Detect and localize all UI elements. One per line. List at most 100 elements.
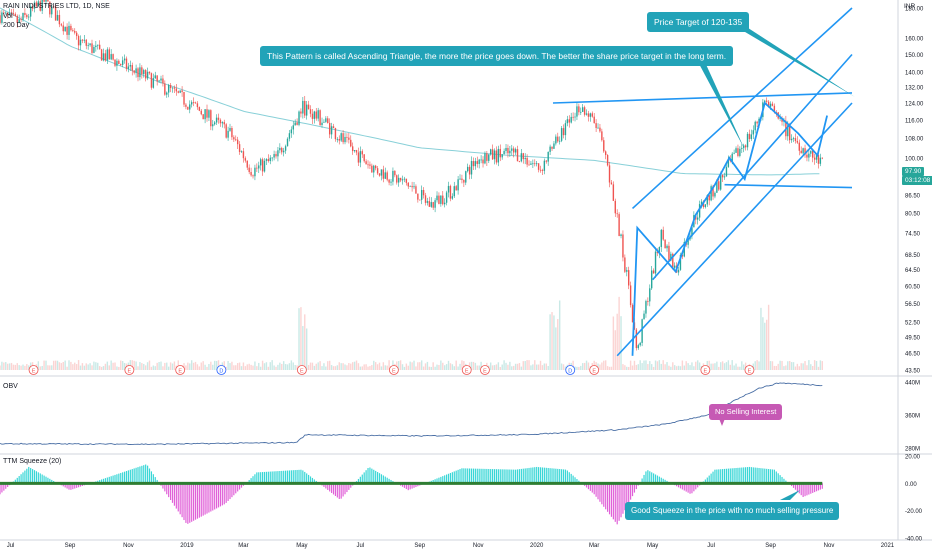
candle-body (478, 159, 480, 164)
candle-body (574, 116, 576, 118)
squeeze-bar (363, 472, 365, 484)
volume-bar (89, 363, 91, 370)
squeeze-bar (664, 479, 666, 484)
target-callout: Price Target of 120-135 (647, 12, 750, 32)
candle-body (461, 178, 463, 180)
squeeze-bar (808, 483, 810, 495)
candle-body (698, 204, 701, 218)
volume-bar (206, 366, 208, 370)
squeeze-bar (108, 476, 110, 484)
volume-bar (526, 360, 528, 370)
candle-body (733, 152, 735, 154)
candle-body (670, 253, 672, 261)
candle-body (20, 19, 22, 20)
candle-body (102, 53, 105, 61)
candle-body (503, 150, 505, 155)
volume-bar (493, 365, 496, 370)
volume-bar (288, 363, 291, 370)
candle-body (288, 133, 291, 139)
volume-bar (432, 362, 434, 370)
squeeze-bar (183, 483, 185, 521)
volume-bar (537, 364, 540, 370)
squeeze-bar (307, 474, 310, 484)
squeeze-bar (346, 483, 348, 493)
volume-bar (91, 365, 93, 370)
squeeze-bar (313, 479, 315, 484)
candle-body (652, 270, 655, 274)
squeeze-bar (750, 467, 752, 484)
price-tick-label: 124.00 (905, 101, 924, 107)
squeeze-bar (819, 483, 821, 490)
candle-body (219, 119, 222, 124)
volume-bar (541, 365, 544, 370)
candle-body (752, 130, 754, 135)
squeeze-tick-label: -40.00 (905, 537, 923, 543)
volume-bar (476, 365, 478, 370)
squeeze-bar (595, 483, 597, 497)
candle-body (654, 251, 657, 274)
volume-bar (647, 364, 649, 370)
candle-body (382, 169, 385, 179)
candle-body (233, 137, 235, 140)
volume-bar (821, 361, 823, 370)
squeeze-bar (248, 480, 250, 484)
squeeze-bar (286, 470, 289, 484)
price-tick-label: 132.00 (905, 86, 924, 92)
candle-body (70, 25, 72, 31)
volume-bar (534, 360, 536, 370)
squeeze-bar (754, 467, 756, 484)
volume-bar (725, 362, 728, 370)
candle-body (81, 39, 84, 41)
candle-body (259, 159, 262, 166)
candle-body (342, 133, 344, 143)
squeeze-bar (102, 478, 105, 484)
candle-body (419, 199, 421, 201)
volume-bar (535, 364, 538, 370)
x-tick-label: Jul (707, 543, 715, 549)
candle-body (781, 118, 783, 122)
squeeze-bar (766, 468, 768, 484)
squeeze-bar (551, 468, 553, 484)
squeeze-bar (252, 476, 254, 484)
candle-body (185, 104, 187, 107)
squeeze-bar (350, 483, 352, 488)
candle-body (779, 118, 781, 119)
candle-body (792, 138, 795, 139)
volume-bar (576, 366, 578, 370)
squeeze-bar (557, 468, 559, 484)
candle-body (106, 49, 109, 61)
squeeze-bar (304, 471, 306, 484)
volume-bar (311, 362, 314, 370)
event-letter: E (465, 368, 469, 374)
candle-body (150, 73, 153, 88)
volume-bar (685, 361, 687, 370)
candle-body (336, 138, 339, 140)
volume-bar (328, 360, 331, 370)
squeeze-bar (120, 472, 122, 484)
volume-bar (164, 362, 166, 370)
candle-body (221, 122, 224, 124)
squeeze-bar (1, 483, 3, 493)
candle-body (449, 185, 452, 199)
candle-body (470, 161, 473, 175)
candle-body (5, 12, 7, 14)
volume-bar (597, 363, 599, 370)
candle-body (158, 80, 160, 82)
candle-body (804, 148, 806, 155)
candle-body (710, 186, 712, 201)
squeeze-bar (164, 483, 166, 492)
squeeze-bar (146, 465, 149, 484)
squeeze-bar (470, 468, 473, 484)
volume-bar (716, 361, 718, 370)
volume-bar (139, 362, 141, 370)
squeeze-bar (570, 473, 572, 484)
squeeze-bar (493, 469, 496, 484)
volume-bar (514, 363, 517, 370)
squeeze-bar (309, 476, 312, 484)
squeeze-bar (495, 469, 498, 484)
candle-body (286, 138, 289, 147)
candle-body (231, 128, 233, 138)
vol-label: Vol (3, 13, 13, 20)
volume-bar (511, 366, 513, 370)
squeeze-bar (687, 483, 689, 493)
